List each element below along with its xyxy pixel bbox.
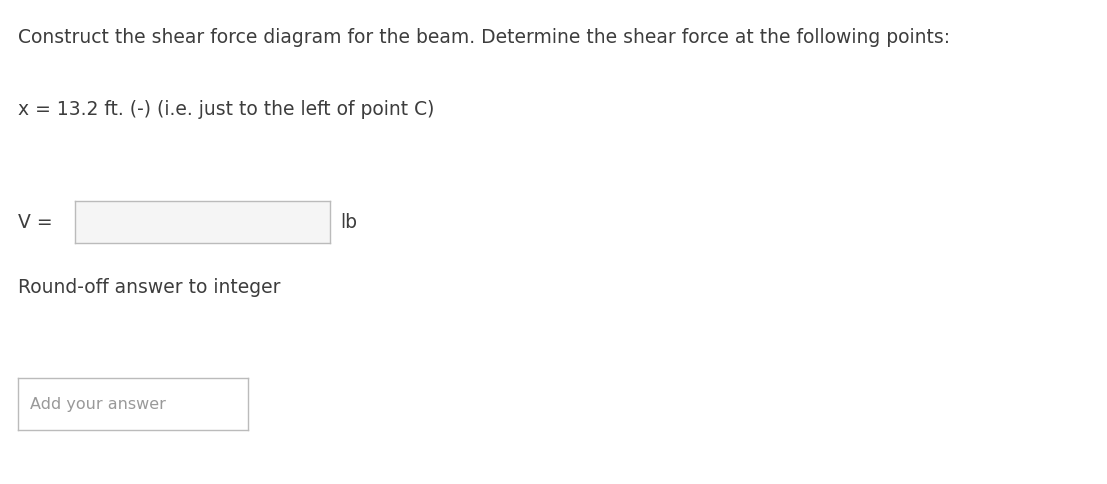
Text: lb: lb xyxy=(340,212,356,231)
Text: Add your answer: Add your answer xyxy=(30,396,166,411)
Text: V =: V = xyxy=(18,212,53,231)
Text: x = 13.2 ft. (-) (i.e. just to the left of point C): x = 13.2 ft. (-) (i.e. just to the left … xyxy=(18,100,434,119)
Text: Round-off answer to integer: Round-off answer to integer xyxy=(18,278,280,297)
Text: Construct the shear force diagram for the beam. Determine the shear force at the: Construct the shear force diagram for th… xyxy=(18,28,950,47)
